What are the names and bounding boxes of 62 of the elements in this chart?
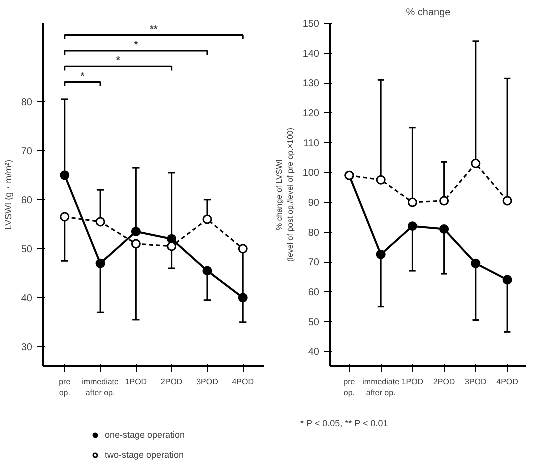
- x-tick-label: 2POD: [160, 378, 183, 386]
- point: [238, 244, 248, 254]
- point: [502, 196, 512, 206]
- point: [408, 222, 418, 232]
- point: [60, 170, 70, 180]
- y-axis-title: LVSWI (g・m/m²): [3, 160, 14, 230]
- y-tick-label: 70: [308, 258, 320, 269]
- x-tick-label: 1POD: [125, 378, 148, 386]
- x-tick-label: 3POD: [465, 378, 488, 386]
- point: [202, 214, 212, 224]
- x-tick-label: immediate after op.: [362, 378, 400, 398]
- y-tick-label: 70: [21, 146, 33, 158]
- x-tick-label: 1POD: [402, 378, 424, 386]
- point: [440, 196, 450, 206]
- point: [167, 242, 177, 252]
- y-tick-label: 30: [21, 342, 33, 354]
- y-tick-label: 50: [21, 244, 33, 256]
- x-tick-label: pre op.: [344, 378, 356, 398]
- y-tick-label: 60: [308, 287, 320, 298]
- y-tick-label: 120: [302, 108, 320, 120]
- y-tick-label: 40: [21, 293, 33, 304]
- point: [96, 217, 106, 227]
- y-tick-label: 80: [308, 228, 320, 239]
- point: [131, 227, 141, 236]
- x-tick-label: immediate after op.: [82, 378, 120, 398]
- point: [471, 158, 481, 168]
- y-tick-label: 60: [21, 195, 33, 206]
- y-tick-label: 140: [302, 48, 320, 60]
- legend-label: one-stage operation: [105, 430, 186, 440]
- x-tick-label: 3POD: [196, 378, 219, 386]
- y-tick-label: 110: [304, 138, 320, 150]
- point: [471, 258, 481, 268]
- chart-title: % change: [406, 8, 452, 18]
- x-tick-label: 2POD: [433, 378, 456, 386]
- point: [238, 293, 248, 303]
- point: [376, 175, 386, 185]
- y-tick-label: 40: [308, 347, 320, 358]
- x-tick-label: 4POD: [496, 378, 519, 386]
- x-tick-label: 4POD: [232, 378, 254, 386]
- point: [60, 212, 70, 222]
- y-tick-label: 150: [302, 19, 320, 30]
- annotation: *: [134, 40, 138, 51]
- point: [502, 275, 512, 285]
- y-tick-label: 130: [302, 78, 320, 90]
- y-tick-label: 80: [21, 97, 33, 108]
- point: [202, 266, 212, 276]
- annotation: *: [80, 71, 85, 82]
- legend-label: two-stage operation: [105, 450, 184, 460]
- point: [167, 234, 177, 244]
- annotation: **: [150, 24, 158, 36]
- y-axis-title: % change of LVSWI (level of post op./level of pre op.×100): [275, 128, 295, 262]
- point: [376, 250, 386, 260]
- y-tick-label: 50: [308, 317, 320, 328]
- point: [408, 198, 418, 208]
- x-tick-label: pre op.: [59, 378, 72, 398]
- text: * P < 0.05, ** P < 0.01: [300, 418, 388, 428]
- point: [440, 224, 450, 234]
- point: [96, 258, 106, 268]
- annotation: *: [116, 56, 120, 67]
- y-tick-label: 90: [308, 198, 320, 209]
- point: [131, 239, 141, 249]
- y-tick-label: 100: [302, 168, 320, 180]
